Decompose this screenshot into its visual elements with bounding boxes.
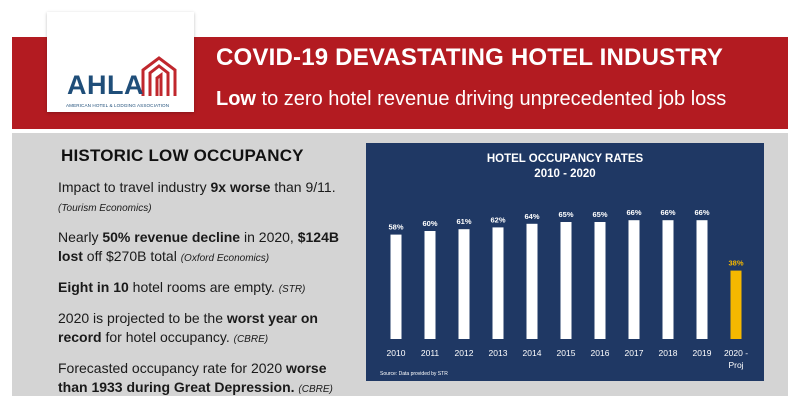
section-heading: HISTORIC LOW OCCUPANCY [61, 146, 304, 165]
data-label: 66% [660, 208, 675, 217]
x-tick-label: 2011 [421, 348, 440, 358]
x-tick-label: 2013 [489, 348, 508, 358]
fact-source: (CBRE) [233, 334, 269, 345]
fact-text: than 9/11. [270, 179, 336, 195]
page-subtitle: Low to zero hotel revenue driving unprec… [216, 88, 726, 111]
data-label: 66% [626, 208, 641, 217]
bar-2018 [662, 220, 674, 339]
data-label: 38% [728, 259, 743, 268]
fact-item: Eight in 10 hotel rooms are empty. (STR) [58, 278, 358, 299]
fact-item: Forecasted occupancy rate for 2020 worse… [58, 359, 358, 399]
bar-2017 [628, 220, 640, 339]
fact-text: off $270B total [82, 248, 181, 264]
building-icon [141, 56, 177, 96]
data-label: 65% [592, 210, 607, 219]
x-tick-label: 2014 [523, 348, 542, 358]
page-title: COVID-19 DEVASTATING HOTEL INDUSTRY [216, 44, 724, 71]
x-tick-label: Proj [728, 360, 743, 370]
fact-text: Impact to travel industry [58, 179, 211, 195]
bar-2010 [390, 234, 402, 339]
fact-list: Impact to travel industry 9x worse than … [58, 178, 358, 399]
x-tick-label: 2016 [591, 348, 610, 358]
occupancy-bar-chart: HOTEL OCCUPANCY RATES 2010 - 2020 58% 2010 6… [380, 153, 748, 377]
fact-source: (Tourism Economics) [58, 203, 152, 214]
ahla-logo: AHLA AMERICAN HOTEL & LODGING ASSOCIATIO… [47, 12, 194, 112]
fact-text: 2020 is projected to be the [58, 310, 227, 326]
fact-emphasis: $124B lost [58, 229, 339, 264]
data-label: 66% [694, 208, 709, 217]
bar-2020 [730, 270, 742, 339]
bar-2013 [492, 227, 504, 339]
data-label: 62% [490, 215, 505, 224]
bar-2012 [458, 229, 470, 339]
fact-item: Nearly 50% revenue decline in 2020, $124… [58, 228, 358, 268]
data-label: 64% [524, 212, 539, 221]
fact-emphasis: 9x worse [210, 179, 271, 195]
logo-wordmark: AHLA [67, 70, 144, 100]
data-label: 58% [388, 223, 403, 232]
x-tick-label: 2018 [659, 348, 678, 358]
subtitle-text: to zero hotel revenue driving unpreceden… [256, 88, 727, 110]
bar-2011 [424, 231, 436, 339]
chart-subtitle: 2010 - 2020 [534, 168, 595, 180]
x-tick-label: 2017 [625, 348, 644, 358]
data-label: 61% [456, 217, 471, 226]
fact-item: Impact to travel industry 9x worse than … [58, 178, 358, 218]
fact-text: in 2020, [240, 229, 298, 245]
x-tick-label: 2012 [455, 348, 474, 358]
x-tick-label: 2019 [693, 348, 712, 358]
data-label: 65% [558, 210, 573, 219]
fact-emphasis: worse than 1933 during Great Depression. [58, 360, 327, 395]
bar-2014 [526, 223, 538, 339]
fact-emphasis: 50% revenue decline [102, 229, 241, 245]
bar-2016 [594, 222, 606, 339]
fact-item: 2020 is projected to be the worst year o… [58, 309, 358, 349]
bar-2015 [560, 222, 572, 339]
x-tick-label: 2015 [557, 348, 576, 358]
fact-text: for hotel occupancy. [101, 329, 234, 345]
occupancy-facts: HISTORIC LOW OCCUPANCY Impact to travel … [58, 146, 358, 409]
subtitle-emphasis: Low [216, 88, 256, 110]
chart-title: HOTEL OCCUPANCY RATES [487, 153, 644, 165]
fact-text: hotel rooms are empty. [128, 279, 279, 295]
fact-emphasis: Eight in 10 [58, 279, 129, 295]
fact-source: (Oxford Economics) [180, 253, 270, 264]
data-label: 60% [422, 219, 437, 228]
fact-text: Forecasted occupancy rate for 2020 [58, 360, 287, 376]
logo-tagline: AMERICAN HOTEL & LODGING ASSOCIATION [66, 103, 170, 108]
bar-2019 [696, 220, 708, 339]
x-tick-label: 2020 - [724, 348, 748, 358]
fact-source: (CBRE) [298, 384, 333, 395]
x-tick-label: 2010 [387, 348, 406, 358]
occupancy-chart: HOTEL OCCUPANCY RATES 2010 - 2020 58% 2010 6… [366, 143, 764, 381]
chart-source: Source: Data provided by STR [380, 371, 448, 377]
fact-emphasis: worst year on record [58, 310, 318, 345]
fact-text: Nearly [58, 229, 103, 245]
fact-source: (STR) [278, 284, 306, 295]
